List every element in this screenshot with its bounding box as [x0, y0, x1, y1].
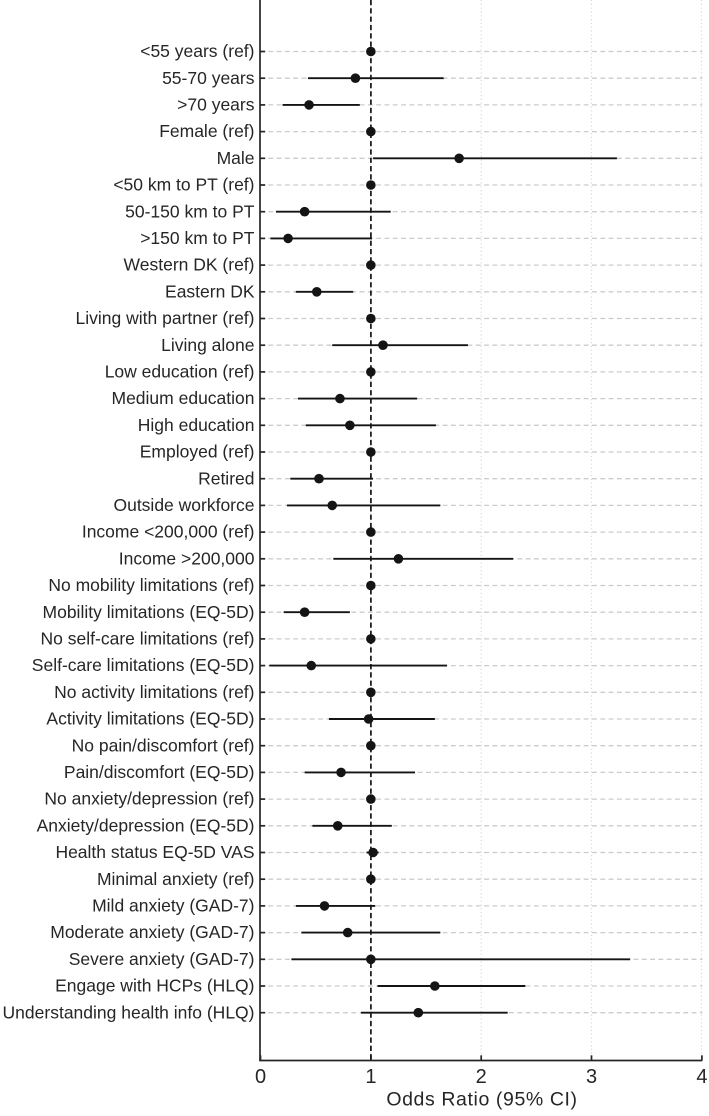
svg-text:1: 1 — [365, 1066, 376, 1088]
svg-text:50-150 km to PT: 50-150 km to PT — [125, 201, 255, 221]
svg-text:Medium education: Medium education — [112, 388, 255, 408]
svg-text:Male: Male — [217, 148, 255, 168]
svg-text:55-70 years: 55-70 years — [162, 68, 255, 88]
svg-text:No anxiety/depression (ref): No anxiety/depression (ref) — [44, 789, 254, 809]
svg-text:Eastern DK: Eastern DK — [165, 281, 255, 301]
svg-text:High education: High education — [138, 415, 255, 435]
svg-text:No activity limitations (ref): No activity limitations (ref) — [54, 682, 254, 702]
svg-text:Income >200,000: Income >200,000 — [119, 548, 255, 568]
svg-text:Health status EQ-5D VAS: Health status EQ-5D VAS — [55, 842, 254, 862]
svg-text:Mobility limitations (EQ-5D): Mobility limitations (EQ-5D) — [43, 602, 255, 622]
svg-text:>150 km to PT: >150 km to PT — [140, 228, 255, 248]
svg-text:Pain/discomfort (EQ-5D): Pain/discomfort (EQ-5D) — [64, 762, 255, 782]
svg-text:No mobility limitations (ref): No mobility limitations (ref) — [48, 575, 254, 595]
svg-text:Income <200,000 (ref): Income <200,000 (ref) — [82, 522, 255, 542]
svg-text:>70 years: >70 years — [177, 95, 255, 115]
svg-text:Moderate anxiety (GAD-7): Moderate anxiety (GAD-7) — [50, 922, 254, 942]
svg-text:<50 km to PT (ref): <50 km to PT (ref) — [113, 175, 254, 195]
svg-text:2: 2 — [476, 1066, 487, 1088]
svg-text:4: 4 — [696, 1066, 707, 1088]
svg-text:Activity limitations (EQ-5D): Activity limitations (EQ-5D) — [46, 709, 254, 729]
svg-text:Minimal anxiety (ref): Minimal anxiety (ref) — [97, 869, 255, 889]
svg-text:0: 0 — [255, 1066, 266, 1088]
svg-text:No self-care limitations (ref): No self-care limitations (ref) — [41, 629, 255, 649]
svg-text:Anxiety/depression (EQ-5D): Anxiety/depression (EQ-5D) — [37, 815, 255, 835]
svg-text:Self-care limitations (EQ-5D): Self-care limitations (EQ-5D) — [32, 655, 255, 675]
svg-text:Employed (ref): Employed (ref) — [140, 442, 255, 462]
svg-text:No pain/discomfort (ref): No pain/discomfort (ref) — [72, 735, 255, 755]
svg-text:Odds Ratio (95% CI): Odds Ratio (95% CI) — [386, 1089, 577, 1111]
svg-text:Understanding health info (HLQ: Understanding health info (HLQ) — [3, 1002, 255, 1022]
svg-text:Living with partner (ref): Living with partner (ref) — [76, 308, 255, 328]
svg-text:Western DK (ref): Western DK (ref) — [124, 255, 255, 275]
svg-text:Mild anxiety (GAD-7): Mild anxiety (GAD-7) — [92, 896, 254, 916]
svg-text:Engage with HCPs (HLQ): Engage with HCPs (HLQ) — [55, 976, 254, 996]
svg-text:Retired: Retired — [198, 468, 254, 488]
svg-text:Outside workforce: Outside workforce — [113, 495, 254, 515]
svg-text:3: 3 — [586, 1066, 597, 1088]
svg-text:Living alone: Living alone — [161, 335, 254, 355]
svg-text:Female (ref): Female (ref) — [159, 121, 254, 141]
svg-text:Low education (ref): Low education (ref) — [105, 362, 255, 382]
svg-text:<55 years (ref): <55 years (ref) — [140, 41, 254, 61]
svg-text:Severe anxiety (GAD-7): Severe anxiety (GAD-7) — [69, 949, 255, 969]
